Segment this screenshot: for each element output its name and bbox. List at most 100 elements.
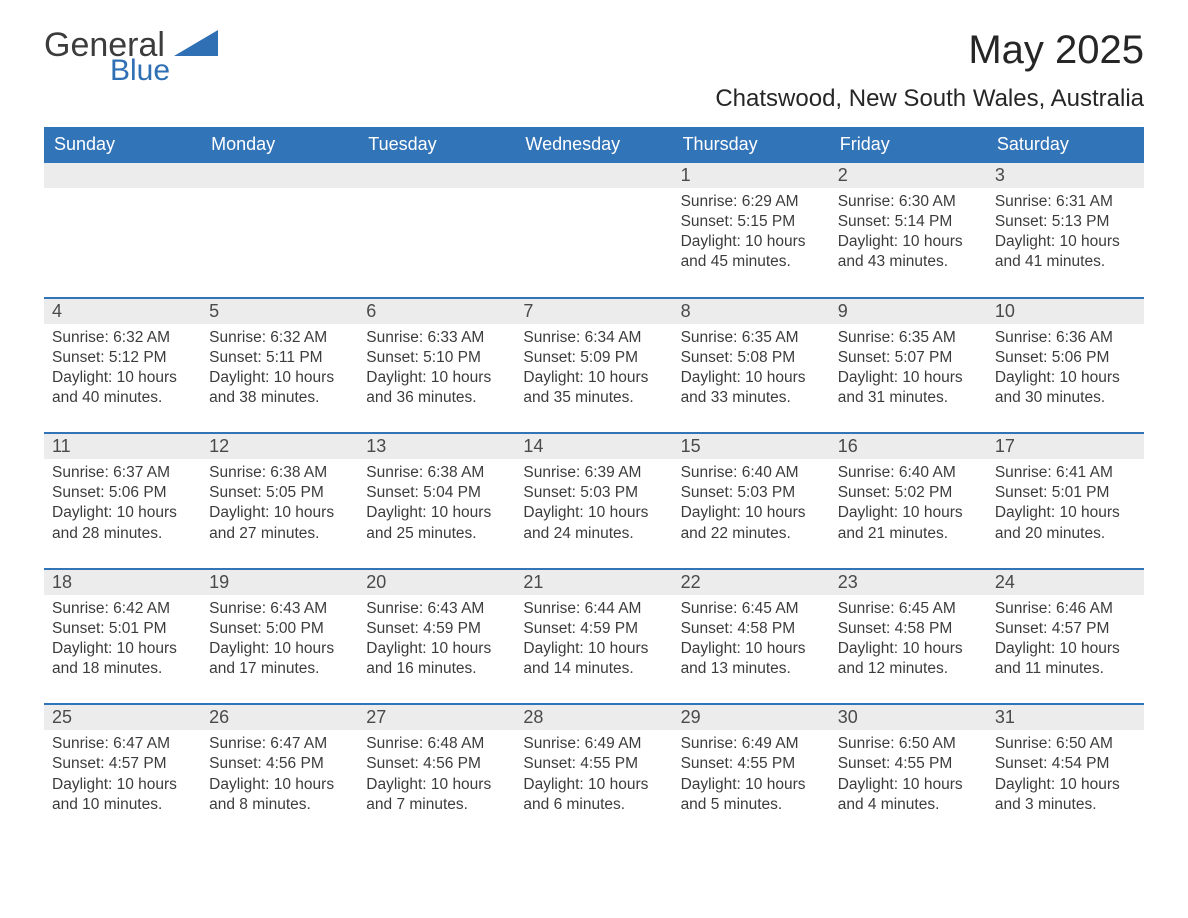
sunrise-line: Sunrise: 6:39 AM (523, 463, 664, 483)
day-cell: Sunrise: 6:29 AMSunset: 5:15 PMDaylight:… (673, 188, 830, 297)
sunrise-line: Sunrise: 6:38 AM (366, 463, 507, 483)
day-number: 10 (987, 299, 1144, 324)
day-cell: Sunrise: 6:45 AMSunset: 4:58 PMDaylight:… (673, 595, 830, 704)
sunset-line: Sunset: 4:58 PM (838, 619, 979, 639)
calendar-week: 25262728293031Sunrise: 6:47 AMSunset: 4:… (44, 703, 1144, 839)
sunrise-line: Sunrise: 6:35 AM (681, 328, 822, 348)
sunset-line: Sunset: 5:12 PM (52, 348, 193, 368)
calendar-week: 123Sunrise: 6:29 AMSunset: 5:15 PMDaylig… (44, 163, 1144, 297)
daylight-line: Daylight: 10 hours and 5 minutes. (681, 775, 822, 815)
daylight-line: Daylight: 10 hours and 20 minutes. (995, 503, 1136, 543)
day-number: 31 (987, 705, 1144, 730)
sunset-line: Sunset: 4:59 PM (366, 619, 507, 639)
daylight-line: Daylight: 10 hours and 18 minutes. (52, 639, 193, 679)
sunset-line: Sunset: 4:57 PM (52, 754, 193, 774)
daylight-line: Daylight: 10 hours and 31 minutes. (838, 368, 979, 408)
day-number: 11 (44, 434, 201, 459)
sunrise-line: Sunrise: 6:36 AM (995, 328, 1136, 348)
sunset-line: Sunset: 5:01 PM (52, 619, 193, 639)
daylight-line: Daylight: 10 hours and 13 minutes. (681, 639, 822, 679)
day-number: 6 (358, 299, 515, 324)
calendar-week: 11121314151617Sunrise: 6:37 AMSunset: 5:… (44, 432, 1144, 568)
day-cell: Sunrise: 6:33 AMSunset: 5:10 PMDaylight:… (358, 324, 515, 433)
location-subtitle: Chatswood, New South Wales, Australia (715, 85, 1144, 113)
daylight-line: Daylight: 10 hours and 45 minutes. (681, 232, 822, 272)
daylight-line: Daylight: 10 hours and 24 minutes. (523, 503, 664, 543)
sunset-line: Sunset: 5:05 PM (209, 483, 350, 503)
day-cell: Sunrise: 6:36 AMSunset: 5:06 PMDaylight:… (987, 324, 1144, 433)
day-number: 27 (358, 705, 515, 730)
logo: General Blue (44, 28, 218, 86)
daylight-line: Daylight: 10 hours and 28 minutes. (52, 503, 193, 543)
sunset-line: Sunset: 4:56 PM (366, 754, 507, 774)
day-number: 15 (673, 434, 830, 459)
day-number: 2 (830, 163, 987, 188)
day-of-week-header: Sunday (44, 127, 201, 163)
sunrise-line: Sunrise: 6:32 AM (209, 328, 350, 348)
day-number: 30 (830, 705, 987, 730)
sunset-line: Sunset: 5:09 PM (523, 348, 664, 368)
sunrise-line: Sunrise: 6:33 AM (366, 328, 507, 348)
day-number: 24 (987, 570, 1144, 595)
day-of-week-header: Tuesday (358, 127, 515, 163)
day-number: 13 (358, 434, 515, 459)
sunrise-line: Sunrise: 6:44 AM (523, 599, 664, 619)
day-cell: Sunrise: 6:50 AMSunset: 4:55 PMDaylight:… (830, 730, 987, 839)
sunset-line: Sunset: 4:55 PM (681, 754, 822, 774)
daylight-line: Daylight: 10 hours and 16 minutes. (366, 639, 507, 679)
sunrise-line: Sunrise: 6:49 AM (681, 734, 822, 754)
sunset-line: Sunset: 5:03 PM (523, 483, 664, 503)
sunset-line: Sunset: 5:15 PM (681, 212, 822, 232)
day-cell: Sunrise: 6:43 AMSunset: 4:59 PMDaylight:… (358, 595, 515, 704)
sunset-line: Sunset: 5:14 PM (838, 212, 979, 232)
daylight-line: Daylight: 10 hours and 10 minutes. (52, 775, 193, 815)
sunrise-line: Sunrise: 6:49 AM (523, 734, 664, 754)
sunrise-line: Sunrise: 6:50 AM (838, 734, 979, 754)
day-number (201, 163, 358, 188)
sunrise-line: Sunrise: 6:34 AM (523, 328, 664, 348)
day-cell: Sunrise: 6:34 AMSunset: 5:09 PMDaylight:… (515, 324, 672, 433)
day-number: 19 (201, 570, 358, 595)
sunset-line: Sunset: 5:06 PM (995, 348, 1136, 368)
sunset-line: Sunset: 5:07 PM (838, 348, 979, 368)
day-cell: Sunrise: 6:35 AMSunset: 5:07 PMDaylight:… (830, 324, 987, 433)
day-cell (515, 188, 672, 297)
sunset-line: Sunset: 4:57 PM (995, 619, 1136, 639)
daylight-line: Daylight: 10 hours and 36 minutes. (366, 368, 507, 408)
sunset-line: Sunset: 4:56 PM (209, 754, 350, 774)
calendar-week: 18192021222324Sunrise: 6:42 AMSunset: 5:… (44, 568, 1144, 704)
sunrise-line: Sunrise: 6:38 AM (209, 463, 350, 483)
day-cell: Sunrise: 6:47 AMSunset: 4:57 PMDaylight:… (44, 730, 201, 839)
daylight-line: Daylight: 10 hours and 25 minutes. (366, 503, 507, 543)
daylight-line: Daylight: 10 hours and 33 minutes. (681, 368, 822, 408)
day-cell: Sunrise: 6:50 AMSunset: 4:54 PMDaylight:… (987, 730, 1144, 839)
calendar: SundayMondayTuesdayWednesdayThursdayFrid… (44, 127, 1144, 839)
day-of-week-header-row: SundayMondayTuesdayWednesdayThursdayFrid… (44, 127, 1144, 163)
day-number: 14 (515, 434, 672, 459)
daylight-line: Daylight: 10 hours and 4 minutes. (838, 775, 979, 815)
sunset-line: Sunset: 5:03 PM (681, 483, 822, 503)
calendar-week: 45678910Sunrise: 6:32 AMSunset: 5:12 PMD… (44, 297, 1144, 433)
day-cell: Sunrise: 6:32 AMSunset: 5:12 PMDaylight:… (44, 324, 201, 433)
day-cell: Sunrise: 6:30 AMSunset: 5:14 PMDaylight:… (830, 188, 987, 297)
daylight-line: Daylight: 10 hours and 38 minutes. (209, 368, 350, 408)
day-cell: Sunrise: 6:48 AMSunset: 4:56 PMDaylight:… (358, 730, 515, 839)
sunrise-line: Sunrise: 6:35 AM (838, 328, 979, 348)
day-number: 22 (673, 570, 830, 595)
daylight-line: Daylight: 10 hours and 6 minutes. (523, 775, 664, 815)
day-cell: Sunrise: 6:45 AMSunset: 4:58 PMDaylight:… (830, 595, 987, 704)
daylight-line: Daylight: 10 hours and 14 minutes. (523, 639, 664, 679)
day-cell: Sunrise: 6:41 AMSunset: 5:01 PMDaylight:… (987, 459, 1144, 568)
daylight-line: Daylight: 10 hours and 17 minutes. (209, 639, 350, 679)
day-number: 25 (44, 705, 201, 730)
sunset-line: Sunset: 5:13 PM (995, 212, 1136, 232)
sunrise-line: Sunrise: 6:47 AM (52, 734, 193, 754)
sunset-line: Sunset: 5:02 PM (838, 483, 979, 503)
sunrise-line: Sunrise: 6:45 AM (681, 599, 822, 619)
month-title: May 2025 (715, 28, 1144, 73)
day-cell (358, 188, 515, 297)
day-cell: Sunrise: 6:47 AMSunset: 4:56 PMDaylight:… (201, 730, 358, 839)
header: General Blue May 2025 Chatswood, New Sou… (44, 28, 1144, 113)
daylight-line: Daylight: 10 hours and 12 minutes. (838, 639, 979, 679)
sunset-line: Sunset: 5:00 PM (209, 619, 350, 639)
